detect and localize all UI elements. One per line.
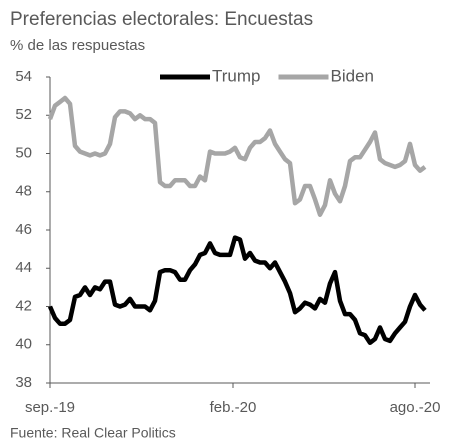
x-tick-label: ago.-20: [390, 399, 441, 416]
x-tick-label: feb.-20: [210, 399, 257, 416]
legend-label: Biden: [331, 66, 374, 85]
legend-label: Trump: [212, 66, 261, 85]
y-tick-label: 48: [15, 183, 32, 200]
series-line: [47, 95, 427, 217]
y-tick-label: 42: [15, 297, 32, 314]
y-tick-label: 46: [15, 221, 32, 238]
y-tick-label: 40: [15, 336, 32, 353]
source-note: Fuente: Real Clear Politics: [10, 425, 176, 441]
x-tick-label: sep.-19: [25, 399, 75, 416]
y-tick-label: 50: [15, 144, 32, 161]
y-tick-label: 54: [15, 68, 32, 85]
y-tick-label: 38: [15, 374, 32, 391]
y-tick-label: 44: [15, 259, 32, 276]
y-tick-label: 52: [15, 106, 32, 123]
chart-subtitle: % de las respuestas: [10, 37, 145, 54]
series-line: [47, 235, 427, 346]
chart-title: Preferencias electorales: Encuestas: [10, 9, 313, 30]
